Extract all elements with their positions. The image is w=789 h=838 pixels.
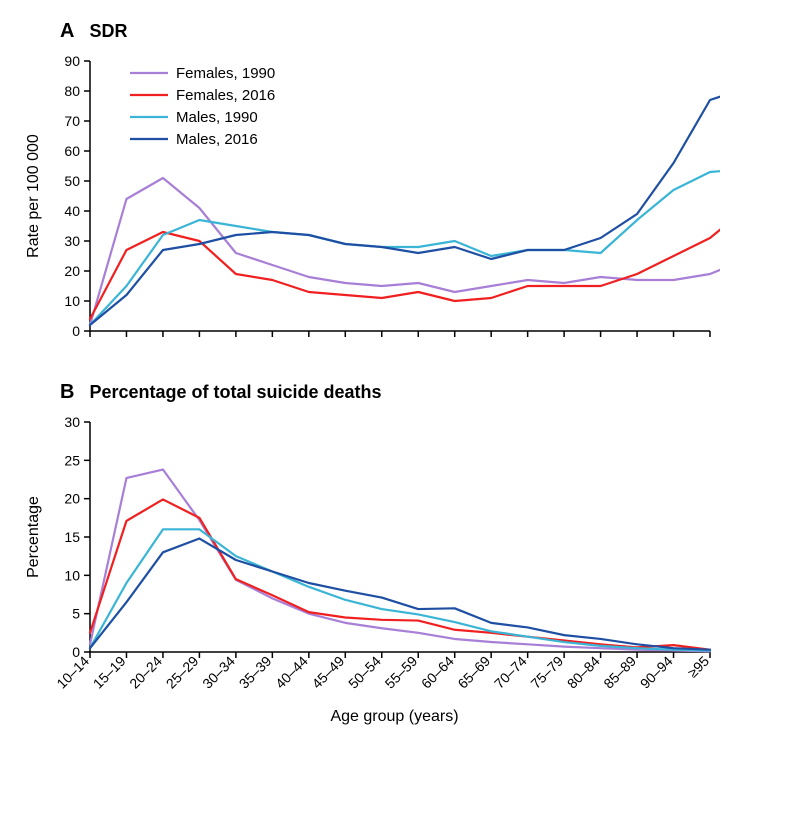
svg-text:50–54: 50–54 bbox=[345, 653, 384, 692]
svg-text:30: 30 bbox=[64, 233, 80, 249]
svg-text:≥95: ≥95 bbox=[684, 653, 712, 681]
panel-a-title: SDR bbox=[89, 21, 127, 41]
panel-b-letter: B bbox=[60, 381, 74, 403]
svg-text:Females, 1990: Females, 1990 bbox=[176, 65, 275, 82]
svg-text:25–29: 25–29 bbox=[163, 653, 202, 692]
panel-b-title: Percentage of total suicide deaths bbox=[89, 382, 381, 402]
svg-text:90–94: 90–94 bbox=[637, 653, 676, 692]
svg-text:75–79: 75–79 bbox=[527, 653, 566, 692]
panel-b-chart: 051015202530Percentage10–1415–1920–2425–… bbox=[20, 412, 769, 712]
svg-text:80–84: 80–84 bbox=[564, 653, 603, 692]
svg-text:15: 15 bbox=[64, 529, 80, 545]
svg-text:20: 20 bbox=[64, 491, 80, 507]
svg-text:55–59: 55–59 bbox=[382, 653, 421, 692]
panel-a-svg: 0 10 20 30 40 50 60 70 80 90 Rate per 100 000 Femal… bbox=[20, 51, 720, 351]
svg-text:40: 40 bbox=[64, 203, 80, 219]
svg-text:35–39: 35–39 bbox=[236, 653, 275, 692]
svg-text:45–49: 45–49 bbox=[309, 653, 348, 692]
svg-text:0: 0 bbox=[72, 323, 80, 339]
figure-container: A SDR 0 10 20 30 40 50 60 70 80 90 Rate per 100 00… bbox=[20, 20, 769, 726]
svg-text:60: 60 bbox=[64, 143, 80, 159]
panel-b: B Percentage of total suicide deaths 051… bbox=[20, 381, 769, 726]
svg-text:Rate per 100 000: Rate per 100 000 bbox=[25, 134, 42, 258]
svg-text:50: 50 bbox=[64, 173, 80, 189]
svg-text:90: 90 bbox=[64, 53, 80, 69]
svg-text:70–74: 70–74 bbox=[491, 653, 530, 692]
panel-a-letter: A bbox=[60, 20, 74, 42]
svg-text:Females, 2016: Females, 2016 bbox=[176, 87, 275, 104]
svg-text:65–69: 65–69 bbox=[454, 653, 493, 692]
svg-text:Males, 1990: Males, 1990 bbox=[176, 109, 258, 126]
svg-text:85–89: 85–89 bbox=[600, 653, 639, 692]
panel-a-chart: 0 10 20 30 40 50 60 70 80 90 Rate per 100 000 Femal… bbox=[20, 51, 769, 351]
svg-text:30–34: 30–34 bbox=[199, 653, 238, 692]
svg-text:5: 5 bbox=[72, 606, 80, 622]
svg-text:30: 30 bbox=[64, 414, 80, 430]
svg-text:10: 10 bbox=[64, 567, 80, 583]
panel-a: A SDR 0 10 20 30 40 50 60 70 80 90 Rate per 100 00… bbox=[20, 20, 769, 351]
svg-text:10: 10 bbox=[64, 293, 80, 309]
svg-text:Percentage: Percentage bbox=[25, 496, 42, 578]
panel-a-heading: A SDR bbox=[60, 20, 769, 43]
svg-text:25: 25 bbox=[64, 452, 80, 468]
svg-text:20: 20 bbox=[64, 263, 80, 279]
svg-text:80: 80 bbox=[64, 83, 80, 99]
svg-text:40–44: 40–44 bbox=[272, 653, 311, 692]
svg-text:15–19: 15–19 bbox=[90, 653, 129, 692]
svg-text:60–64: 60–64 bbox=[418, 653, 457, 692]
panel-b-svg: 051015202530Percentage10–1415–1920–2425–… bbox=[20, 412, 720, 712]
svg-text:70: 70 bbox=[64, 113, 80, 129]
panel-b-heading: B Percentage of total suicide deaths bbox=[60, 381, 769, 404]
svg-text:20–24: 20–24 bbox=[126, 653, 165, 692]
svg-text:Males, 2016: Males, 2016 bbox=[176, 131, 258, 148]
